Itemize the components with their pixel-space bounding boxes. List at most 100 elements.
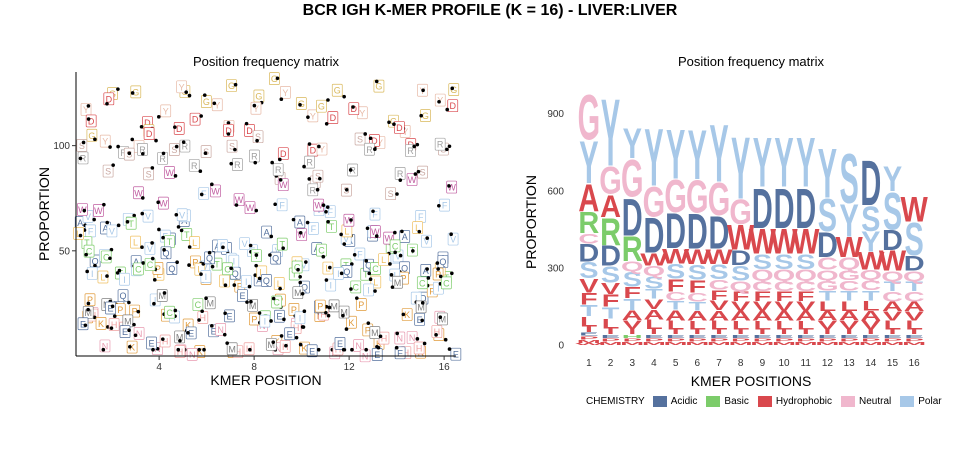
- scatter-label: F: [357, 249, 363, 259]
- scatter-label: M: [124, 316, 132, 326]
- logo-x-tick-label: 9: [760, 358, 766, 369]
- scatter-point: [378, 334, 383, 339]
- logo-letter: W: [640, 250, 668, 270]
- logo-letter: E: [644, 333, 664, 339]
- scatter-label: C: [103, 252, 110, 262]
- scatter-label: R: [80, 153, 87, 163]
- logo-letter: C: [817, 254, 838, 274]
- scatter-point: [300, 291, 305, 296]
- logo-letter: Q: [881, 268, 903, 284]
- scatter-point: [187, 263, 191, 267]
- scatter-label-box: [325, 278, 337, 292]
- scatter-label: P: [435, 270, 441, 280]
- logo-letter: D: [817, 225, 838, 264]
- scatter-label: F: [88, 226, 94, 236]
- logo-letter: V: [579, 276, 599, 297]
- logo-letter: V: [883, 309, 902, 323]
- logo-letter: W: [662, 245, 689, 268]
- logo-letter: T: [840, 287, 858, 303]
- scatter-label: Q: [343, 267, 350, 277]
- scatter-point: [373, 289, 377, 293]
- scatter-label-box: [99, 134, 111, 148]
- scatter-point: [352, 252, 357, 257]
- scatter-label: N: [409, 333, 416, 343]
- scatter-label-box: [244, 201, 256, 214]
- scatter-label: H: [235, 347, 242, 357]
- logo-letter: P: [579, 335, 599, 341]
- logo-letter: P: [666, 337, 686, 343]
- scatter-label: F: [279, 200, 285, 210]
- logo-letter: F: [580, 290, 598, 309]
- logo-letter: T: [580, 302, 599, 320]
- scatter-label: S: [315, 172, 321, 182]
- scatter-label: C: [443, 278, 450, 288]
- scatter-point: [437, 203, 441, 208]
- scatter-label: C: [195, 300, 202, 310]
- logo-letter: V: [731, 299, 750, 314]
- scatter-point: [278, 286, 282, 291]
- scatter-label: L: [277, 279, 282, 289]
- logo-letter: E: [796, 333, 816, 339]
- scatter-label: P: [87, 295, 93, 305]
- logo-letter: E: [839, 333, 859, 339]
- logo-letter: L: [602, 315, 620, 331]
- scatter-point: [141, 261, 146, 265]
- scatter-label-box: [394, 121, 405, 134]
- logo-letter: I: [672, 329, 680, 336]
- scatter-label-box: [276, 237, 288, 251]
- scatter-point: [421, 88, 425, 93]
- scatter-label: C: [318, 246, 325, 256]
- scatter-label: K: [274, 337, 280, 347]
- scatter-label-box: [237, 289, 248, 303]
- scatter-label: E: [417, 315, 423, 325]
- scatter-point: [271, 296, 276, 301]
- logo-x-tick-label: 1: [586, 358, 592, 369]
- scatter-label-box: [370, 262, 381, 275]
- logo-letter: I: [758, 329, 766, 336]
- logo-letter: L: [754, 318, 772, 332]
- scatter-label: Q: [92, 257, 99, 267]
- scatter-label: Q: [439, 257, 446, 267]
- scatter-label: P: [237, 282, 243, 292]
- scatter-label: W: [345, 216, 354, 226]
- scatter-point: [92, 315, 97, 320]
- scatter-point: [367, 271, 372, 276]
- scatter-point: [325, 205, 330, 209]
- scatter-point: [316, 347, 321, 352]
- scatter-label: Y: [402, 127, 408, 137]
- scatter-label: A: [77, 218, 83, 228]
- scatter-label: S: [171, 145, 177, 155]
- scatter-label-box: [186, 348, 198, 361]
- scatter-point: [390, 285, 395, 289]
- scatter-label: G: [132, 87, 139, 97]
- logo-letter: F: [667, 276, 685, 296]
- scatter-point: [326, 98, 330, 102]
- logo-x-tick-label: 14: [865, 358, 877, 369]
- logo-letter: S: [623, 268, 642, 291]
- scatter-point: [339, 271, 344, 276]
- logo-marks: WMPEILTFVSDCRAYGMPEILTFVSDRAGYMPHIVATFSQ…: [575, 79, 928, 346]
- logo-letter: T: [645, 286, 663, 302]
- scatter-label: D: [371, 136, 378, 146]
- logo-letter: W: [749, 222, 777, 261]
- logo-y-tick-label: 300: [547, 263, 564, 274]
- scatter-label-box: [164, 166, 175, 179]
- logo-x-tick-label: 5: [673, 358, 679, 369]
- scatter-point: [344, 187, 349, 192]
- scatter-label: Y: [163, 106, 169, 116]
- logo-letter: P: [796, 337, 816, 343]
- scatter-point: [140, 211, 145, 216]
- logo-letter: T: [602, 304, 621, 322]
- scatter-label-box: [392, 275, 403, 289]
- scatter-label: Q: [206, 253, 213, 263]
- scatter-label: S: [79, 141, 85, 151]
- scatter-x-axis-title: KMER POSITION: [210, 372, 321, 388]
- logo-letter: I: [628, 328, 636, 336]
- logo-letter: G: [816, 277, 838, 293]
- scatter-label: M: [394, 278, 402, 288]
- logo-letter: E: [601, 333, 621, 339]
- scatter-label: I: [123, 275, 126, 285]
- logo-letter: D: [622, 188, 643, 248]
- logo-letter: D: [774, 176, 795, 240]
- logo-letter: D: [709, 208, 730, 260]
